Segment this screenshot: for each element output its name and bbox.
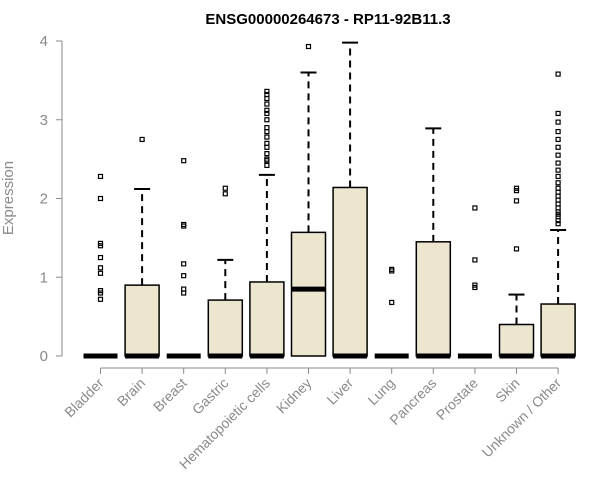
outlier-point — [264, 140, 270, 146]
box-body — [415, 241, 452, 357]
outlier-point — [264, 151, 270, 157]
outlier-point — [264, 134, 270, 140]
x-tick-label: Brain — [114, 375, 148, 409]
y-tick-label: 4 — [40, 33, 48, 50]
outlier-point — [389, 299, 395, 306]
outlier-point — [181, 221, 187, 228]
outlier-point — [181, 273, 187, 279]
outlier-point — [97, 254, 104, 261]
box-lung — [374, 266, 409, 359]
box-breast — [166, 158, 201, 359]
box-kidney — [290, 43, 327, 357]
outlier-point — [555, 71, 561, 77]
outlier-point — [555, 152, 561, 158]
outlier-point — [97, 288, 104, 294]
outlier-point — [181, 158, 187, 164]
box-prostate — [457, 205, 492, 359]
x-tick-label: Prostate — [433, 375, 481, 423]
y-tick-label: 2 — [40, 191, 48, 208]
x-tick-label: Liver — [323, 375, 356, 408]
outlier-point — [472, 257, 478, 263]
outlier-point — [264, 101, 270, 107]
outlier-point — [97, 195, 104, 202]
box-body — [290, 231, 327, 357]
outlier-point — [97, 270, 104, 276]
x-tick-label: Lung — [364, 375, 397, 408]
y-tick-label: 0 — [40, 348, 48, 365]
outlier-point — [97, 265, 104, 271]
outlier-point — [139, 136, 145, 143]
outlier-point — [555, 144, 561, 150]
outlier-point — [472, 282, 478, 288]
box-hematopoietic-cells — [249, 88, 285, 359]
box-body — [332, 186, 368, 357]
box-body — [249, 281, 285, 357]
x-tick-label: Bladder — [61, 375, 107, 421]
outlier-point — [555, 110, 561, 117]
outlier-point — [555, 173, 561, 180]
box-body — [124, 284, 160, 357]
outlier-point — [389, 266, 395, 272]
x-tick-label: Breast — [150, 375, 190, 415]
box-skin — [498, 185, 535, 359]
y-axis-label: Expression — [0, 161, 17, 235]
box-brain — [124, 136, 160, 359]
outlier-point — [264, 91, 270, 98]
x-tick-label: Skin — [492, 375, 523, 406]
outlier-point — [264, 107, 270, 113]
outlier-point — [264, 117, 270, 123]
outlier-point — [222, 185, 228, 191]
outlier-point — [513, 246, 520, 252]
box-pancreas — [415, 127, 452, 359]
outlier-point — [555, 185, 561, 191]
outlier-point — [264, 156, 270, 162]
outlier-point — [97, 240, 104, 246]
outlier-point — [264, 162, 270, 169]
x-tick-label: Unknown / Other — [479, 375, 565, 461]
y-axis: 0 1 2 3 4 — [40, 33, 63, 365]
outlier-point — [264, 88, 270, 95]
y-tick-label: 3 — [40, 112, 48, 129]
outlier-point — [181, 286, 187, 292]
x-tick-label: Kidney — [273, 375, 315, 417]
outlier-point — [181, 261, 187, 267]
chart-title: ENSG00000264673 - RP11-92B11.3 — [205, 11, 450, 28]
box-body — [498, 323, 535, 357]
outlier-point — [555, 136, 561, 143]
outlier-point — [555, 167, 561, 173]
outlier-point — [97, 173, 104, 180]
box-body — [540, 303, 576, 357]
outlier-point — [222, 191, 228, 197]
outlier-point — [513, 185, 520, 191]
outlier-point — [264, 110, 270, 117]
outlier-point — [472, 205, 478, 211]
boxes-group — [83, 41, 576, 359]
outlier-point — [555, 221, 561, 227]
outlier-point — [97, 296, 104, 302]
outlier-point — [555, 128, 561, 135]
outlier-point — [305, 43, 312, 50]
outlier-point — [555, 180, 561, 186]
y-tick-label: 1 — [40, 269, 48, 286]
outlier-point — [513, 198, 520, 204]
outlier-point — [555, 119, 561, 125]
outlier-point — [264, 125, 270, 131]
box-gastric — [207, 185, 244, 359]
box-unknown-other — [540, 71, 576, 359]
box-liver — [332, 41, 368, 359]
box-body — [207, 299, 244, 357]
box-bladder — [83, 173, 118, 359]
outlier-point — [555, 160, 561, 166]
